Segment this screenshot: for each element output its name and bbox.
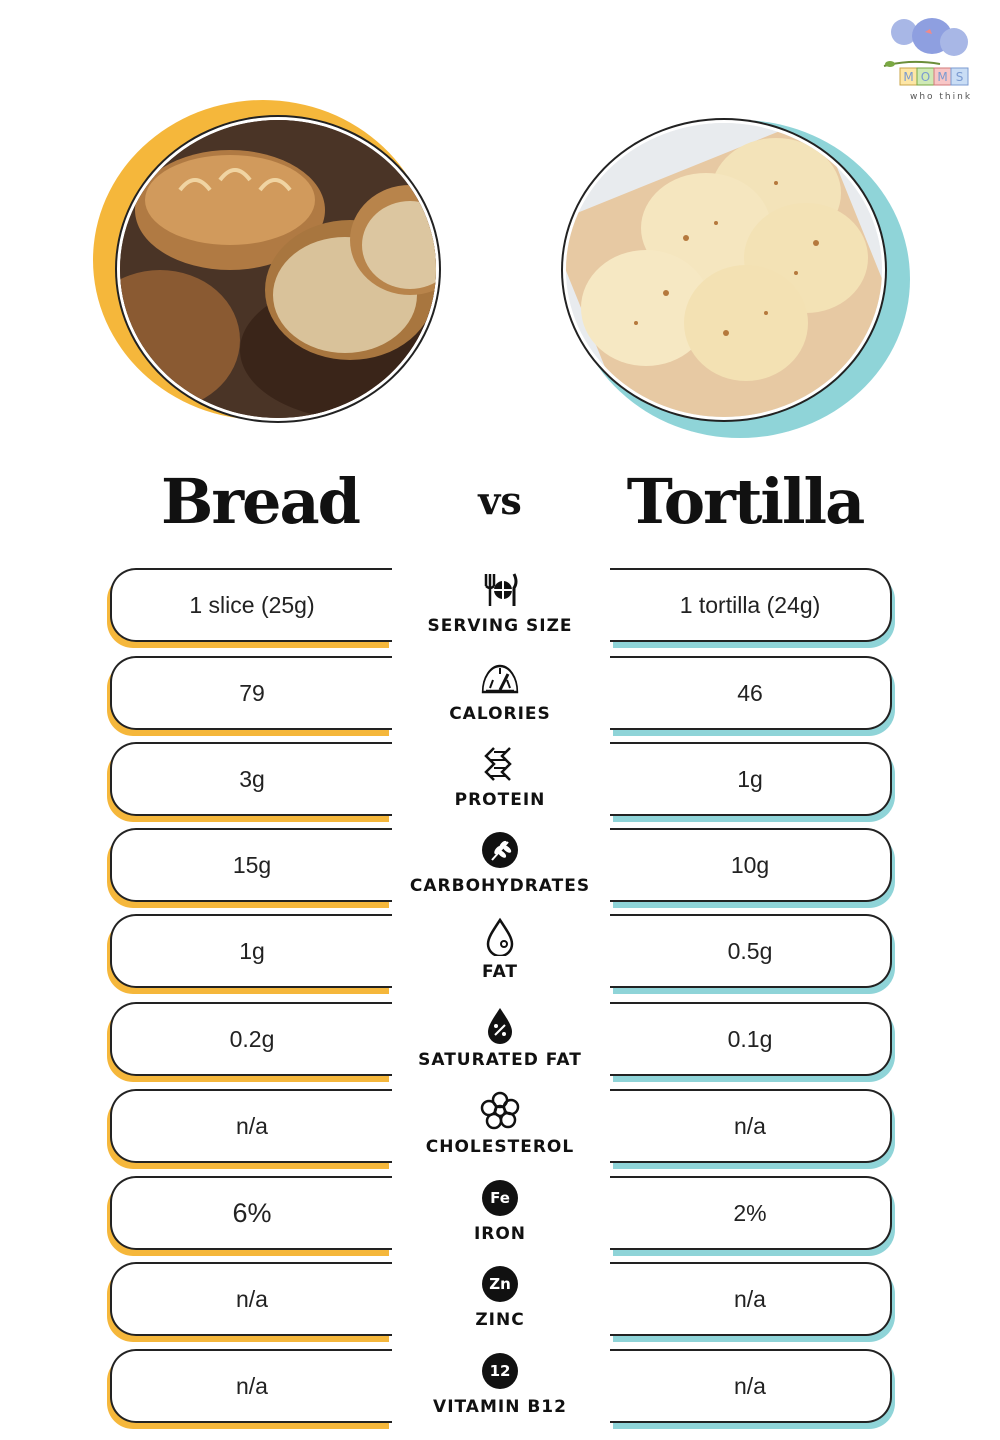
bread-value: n/a	[110, 1349, 392, 1423]
nutrient-cell: FAT	[400, 914, 600, 994]
logo-letter: O	[921, 70, 930, 84]
bread-value: n/a	[110, 1089, 392, 1163]
logo-letter: S	[956, 70, 964, 84]
zinc-icon: Zn	[482, 1266, 518, 1302]
bread-value: 1 slice (25g)	[110, 568, 392, 642]
vs-label: vs	[478, 478, 522, 523]
tortilla-value: n/a	[610, 1349, 892, 1423]
tortilla-value: n/a	[610, 1089, 892, 1163]
logo-tagline: who think	[909, 92, 973, 102]
nutrient-label: SATURATED FAT	[418, 1050, 582, 1070]
nutrient-cell: SERVING SIZE	[400, 568, 600, 648]
nutrient-cell: 12 VITAMIN B12	[400, 1349, 600, 1429]
nutrient-cell: CALORIES	[400, 656, 600, 736]
bread-value: 0.2g	[110, 1002, 392, 1076]
nutrient-label: ZINC	[475, 1310, 525, 1330]
tortilla-value: 0.1g	[610, 1002, 892, 1076]
nutrient-cell: CARBOHYDRATES	[400, 828, 600, 908]
cholesterol-icon	[480, 1091, 520, 1130]
nutrient-cell: PROTEIN	[400, 742, 600, 822]
vitamin-b12-icon: 12	[482, 1353, 518, 1389]
comparison-row-vitamin-b12: n/a 12 VITAMIN B12 n/a	[0, 1349, 1000, 1429]
nutrient-cell: Fe IRON	[400, 1176, 600, 1256]
comparison-row-zinc: n/a Zn ZINC n/a	[0, 1262, 1000, 1342]
tortilla-value: 10g	[610, 828, 892, 902]
nutrient-cell: Zn ZINC	[400, 1262, 600, 1342]
bread-value: 79	[110, 656, 392, 730]
comparison-row-fat: 1g FAT 0.5g	[0, 914, 1000, 994]
logo-letter: M	[937, 70, 947, 84]
bread-value: 1g	[110, 914, 392, 988]
comparison-row-saturated-fat: 0.2g SATURATED FAT 0.1g	[0, 1002, 1000, 1082]
nutrient-label: PROTEIN	[454, 790, 546, 810]
bread-value: 3g	[110, 742, 392, 816]
tortilla-value: 1g	[610, 742, 892, 816]
utensils-plate-icon	[484, 573, 518, 606]
bread-value: 6%	[110, 1176, 392, 1250]
tortilla-value: n/a	[610, 1262, 892, 1336]
comparison-row-iron: 6% Fe IRON 2%	[0, 1176, 1000, 1256]
comparison-row-serving-size: 1 slice (25g) SERVING SIZE 1 tortilla (2…	[0, 568, 1000, 648]
bread-title: Bread	[160, 465, 361, 538]
iron-icon: Fe	[482, 1180, 518, 1216]
bread-photo	[117, 117, 439, 421]
drop-icon	[486, 917, 514, 956]
nutrient-label: CHOLESTEROL	[425, 1137, 575, 1157]
tortilla-value: 1 tortilla (24g)	[610, 568, 892, 642]
moms-who-think-logo: M O M S	[883, 18, 969, 86]
tortilla-photo	[563, 120, 885, 420]
tortilla-title: Tortilla	[626, 465, 866, 538]
nutrient-label: SERVING SIZE	[427, 616, 573, 636]
protein-helix-icon	[484, 747, 512, 781]
gauge-icon	[481, 664, 519, 694]
comparison-row-carbohydrates: 15g CARBOHYDRATES 10g	[0, 828, 1000, 908]
comparison-row-protein: 3g PROTEIN 1g	[0, 742, 1000, 822]
tortillas-illustration	[566, 123, 882, 417]
nutrient-label: CALORIES	[449, 704, 551, 724]
bread-loaves-illustration	[120, 120, 436, 418]
comparison-row-calories: 79 CALORIES 46	[0, 656, 1000, 736]
nutrient-cell: CHOLESTEROL	[400, 1089, 600, 1169]
percent-drop-icon	[488, 1008, 512, 1044]
wheat-icon	[482, 832, 518, 868]
nutrient-label: CARBOHYDRATES	[409, 876, 591, 896]
nutrient-label: VITAMIN B12	[433, 1397, 567, 1417]
nutrient-cell: SATURATED FAT	[400, 1002, 600, 1082]
logo-letter: M	[903, 70, 913, 84]
comparison-row-cholesterol: n/a CHOLESTEROL n/a	[0, 1089, 1000, 1169]
bread-value: n/a	[110, 1262, 392, 1336]
bread-value: 15g	[110, 828, 392, 902]
nutrient-label: FAT	[481, 962, 519, 982]
nutrient-label: IRON	[473, 1224, 527, 1244]
tortilla-value: 0.5g	[610, 914, 892, 988]
tortilla-value: 2%	[610, 1176, 892, 1250]
tortilla-value: 46	[610, 656, 892, 730]
